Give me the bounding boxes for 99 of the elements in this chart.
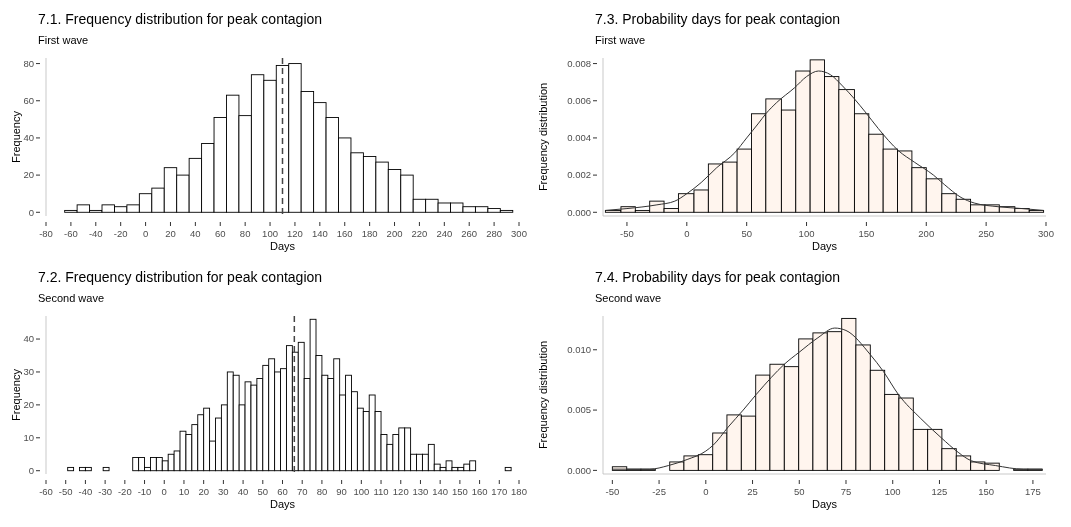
x-tick-label: -50: [58, 486, 73, 497]
y-tick-label: 0.005: [567, 404, 591, 416]
y-tick-label: 10: [23, 432, 34, 444]
x-tick-label: -10: [137, 486, 152, 497]
x-tick-label: 50: [257, 486, 269, 497]
x-tick-label: 150: [858, 228, 875, 239]
x-tick-label: 160: [336, 228, 353, 239]
x-tick-label: -25: [652, 486, 666, 497]
y-axis-title: Frequency: [10, 110, 22, 163]
line-series: [611, 327, 1043, 470]
x-tick-label: 0: [684, 228, 690, 239]
y-axis-title: Frequency: [10, 368, 22, 421]
x-tick-label: -50: [620, 228, 634, 239]
x-tick-label: -20: [117, 486, 132, 497]
x-tick-label: 170: [491, 486, 508, 497]
x-tick-label: -60: [39, 486, 53, 497]
x-axis-title: Days: [269, 498, 296, 510]
chart-subtitle: First wave: [38, 34, 89, 46]
x-tick-label: 250: [978, 228, 995, 239]
x-tick-label: -80: [39, 228, 53, 239]
x-tick-label: 0: [142, 228, 149, 239]
x-tick-label: 150: [978, 486, 995, 497]
x-tick-label: 125: [931, 486, 948, 497]
x-tick-label: 0: [161, 486, 167, 497]
x-tick-label: 30: [218, 486, 229, 497]
x-axis-title: Days: [269, 240, 296, 252]
x-tick-label: 160: [471, 486, 488, 497]
chart-subtitle: First wave: [595, 34, 646, 46]
x-tick-label: 240: [436, 228, 453, 239]
x-tick-label: 200: [386, 228, 403, 239]
x-tick-label: 120: [392, 486, 409, 497]
y-tick-label: 40: [23, 333, 34, 345]
line-series: [604, 70, 1045, 211]
chart-title: 7.1. Frequency distribution for peak contagion: [38, 11, 323, 27]
x-tick-label: 180: [511, 486, 527, 497]
x-tick-label: 40: [237, 486, 249, 497]
x-tick-label: 140: [311, 228, 328, 239]
y-tick-label: 0.002: [567, 169, 591, 181]
x-tick-label: 70: [296, 486, 308, 497]
y-tick-label: 80: [23, 57, 34, 69]
x-tick-label: -40: [78, 486, 93, 497]
x-tick-label: -30: [98, 486, 112, 497]
x-tick-label: 100: [353, 486, 370, 497]
x-tick-label: 25: [747, 486, 758, 497]
x-axis-title: Days: [811, 498, 838, 510]
x-tick-label: 130: [412, 486, 429, 497]
y-tick-label: 0.010: [567, 344, 591, 356]
y-tick-label: 20: [23, 399, 34, 411]
x-tick-label: 10: [178, 486, 190, 497]
x-tick-label: 175: [1024, 486, 1041, 497]
x-tick-label: 75: [840, 486, 852, 497]
x-tick-label: 100: [884, 486, 901, 497]
x-tick-label: -20: [113, 228, 128, 239]
y-tick-label: 0.000: [567, 464, 591, 476]
x-axis-title: Days: [811, 240, 838, 252]
x-tick-label: 100: [262, 228, 278, 239]
y-axis-title: Frequency distribution: [537, 82, 549, 192]
y-tick-label: 0: [28, 465, 34, 477]
x-tick-label: 220: [411, 228, 428, 239]
y-tick-label: 0: [28, 206, 34, 218]
x-tick-label: 260: [461, 228, 478, 239]
y-tick-label: 0.000: [567, 206, 591, 218]
chart-subtitle: Second wave: [595, 292, 662, 304]
y-tick-label: 0.006: [567, 95, 591, 107]
y-tick-label: 20: [23, 169, 34, 181]
x-tick-label: 20: [165, 228, 176, 239]
x-tick-label: 50: [741, 228, 752, 239]
x-tick-label: 300: [511, 228, 527, 239]
y-tick-label: 60: [23, 95, 34, 107]
x-tick-label: 300: [1038, 228, 1054, 239]
x-tick-label: -40: [88, 228, 103, 239]
x-tick-label: -50: [605, 486, 620, 497]
x-tick-label: 280: [486, 228, 503, 239]
x-tick-label: 120: [287, 228, 303, 239]
chart-title: 7.2. Frequency distribution for peak contagion: [38, 269, 323, 285]
x-tick-label: 0: [703, 486, 709, 497]
chart-title: 7.4. Probability days for peak contagion: [595, 269, 841, 285]
x-tick-label: 180: [361, 228, 378, 239]
x-tick-label: 80: [316, 486, 328, 497]
y-tick-label: 30: [23, 366, 34, 378]
y-tick-label: 0.004: [567, 132, 591, 144]
x-tick-label: 40: [190, 228, 201, 239]
x-tick-label: 50: [793, 486, 805, 497]
chart-subtitle: Second wave: [38, 292, 105, 304]
x-tick-label: -60: [64, 228, 78, 239]
y-axis-title: Frequency distribution: [537, 340, 549, 450]
x-tick-label: 60: [277, 486, 288, 497]
x-tick-label: 20: [198, 486, 209, 497]
x-tick-label: 100: [798, 228, 815, 239]
x-tick-label: 140: [432, 486, 449, 497]
x-tick-label: 80: [239, 228, 251, 239]
y-tick-label: 40: [23, 132, 34, 144]
x-tick-label: 200: [918, 228, 935, 239]
x-tick-label: 60: [214, 228, 226, 239]
x-tick-label: 90: [336, 486, 347, 497]
x-tick-label: 110: [373, 486, 389, 497]
y-tick-label: 0.008: [567, 57, 591, 69]
chart-title: 7.3. Probability days for peak contagion: [595, 11, 841, 27]
x-tick-label: 150: [451, 486, 468, 497]
